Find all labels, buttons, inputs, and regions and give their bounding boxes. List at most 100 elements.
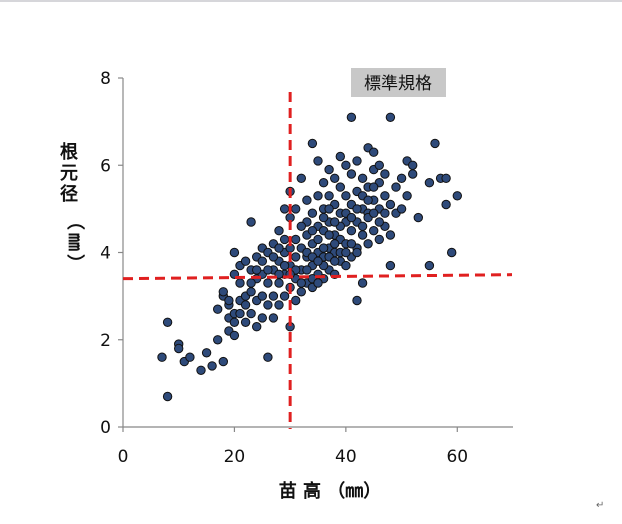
data-point <box>291 234 301 245</box>
data-point <box>341 247 351 258</box>
data-point <box>307 208 318 218</box>
data-point <box>324 204 334 214</box>
data-point <box>380 169 390 179</box>
data-point <box>279 260 290 271</box>
data-point <box>324 164 334 175</box>
data-point <box>252 265 262 275</box>
y-tick-label: 6 <box>100 156 111 176</box>
data-point <box>274 278 284 288</box>
data-point <box>313 191 323 201</box>
data-point <box>268 313 279 323</box>
annotation-background <box>351 68 446 97</box>
data-point <box>307 226 318 236</box>
data-point <box>246 278 256 288</box>
data-point <box>313 156 323 166</box>
data-point <box>213 335 223 345</box>
data-point <box>218 356 229 367</box>
data-point <box>318 243 329 253</box>
data-point <box>201 348 212 358</box>
data-point <box>313 278 323 288</box>
data-point <box>307 138 318 149</box>
y-axis-title-char: 根 <box>60 141 78 163</box>
data-point <box>257 291 267 301</box>
y-tick-label: 0 <box>100 418 111 438</box>
data-point <box>441 199 451 210</box>
data-point <box>341 260 351 271</box>
data-point <box>229 317 240 327</box>
data-point <box>174 343 184 354</box>
data-point <box>162 317 173 327</box>
data-point <box>413 212 423 223</box>
y-tick-label: 4 <box>100 244 111 264</box>
data-point <box>213 304 223 314</box>
data-point <box>330 173 340 184</box>
data-point <box>341 191 351 201</box>
data-point <box>263 265 273 275</box>
data-point <box>291 204 301 214</box>
data-point <box>246 308 256 319</box>
data-point <box>302 265 312 275</box>
data-point <box>374 217 384 227</box>
data-point <box>385 230 396 240</box>
data-point <box>408 160 418 171</box>
data-point <box>257 313 267 323</box>
data-point <box>447 247 457 258</box>
data-point <box>246 287 256 297</box>
data-point <box>346 212 357 223</box>
data-point <box>296 278 306 288</box>
data-point <box>235 308 245 319</box>
data-point <box>452 191 462 201</box>
data-point <box>318 212 329 223</box>
data-point <box>335 182 345 192</box>
data-point <box>352 295 362 306</box>
data-point <box>380 208 390 218</box>
y-axis-title-char: ㎜ <box>64 233 85 251</box>
data-point <box>291 252 301 262</box>
data-point <box>268 291 279 301</box>
x-tick-label: 40 <box>335 447 357 467</box>
reference-line-y <box>122 273 513 281</box>
y-axis-title-char: （ <box>64 212 85 230</box>
data-point <box>330 217 340 227</box>
y-axis-title-char: 元 <box>60 163 78 184</box>
data-point <box>369 147 379 157</box>
data-point <box>385 260 396 271</box>
data-point <box>296 221 306 232</box>
data-point <box>324 191 334 201</box>
data-point <box>385 112 396 123</box>
data-point <box>374 234 384 245</box>
data-point <box>357 278 368 288</box>
data-point <box>357 230 368 240</box>
data-point <box>380 191 390 201</box>
y-axis-title-char: 径 <box>60 183 78 205</box>
data-point <box>240 256 251 266</box>
data-point <box>330 239 340 249</box>
data-point <box>363 239 373 249</box>
data-point <box>157 352 167 362</box>
data-point <box>391 182 401 192</box>
data-point <box>229 247 240 258</box>
data-point <box>352 247 362 258</box>
data-point <box>291 295 301 306</box>
top-rule <box>0 0 622 2</box>
data-point <box>396 204 407 214</box>
y-tick-label: 8 <box>100 69 111 89</box>
data-point <box>263 352 273 362</box>
data-point <box>207 361 217 371</box>
data-point <box>162 391 173 402</box>
data-point <box>296 287 306 297</box>
data-point <box>424 260 435 271</box>
data-point <box>441 173 451 184</box>
data-point <box>385 199 396 210</box>
data-point <box>346 239 357 249</box>
data-point <box>346 112 357 123</box>
data-point <box>263 300 273 310</box>
data-point <box>257 256 267 266</box>
data-point <box>346 169 357 179</box>
paragraph-mark: ↵ <box>596 500 605 511</box>
data-point <box>196 365 206 375</box>
data-point <box>313 234 323 245</box>
data-point <box>279 234 290 245</box>
data-point <box>424 178 435 188</box>
